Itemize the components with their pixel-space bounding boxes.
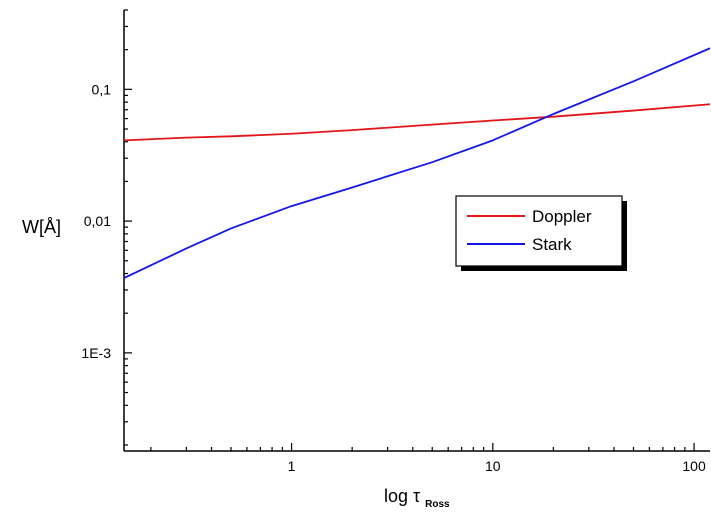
- y-axis-title: W[Å]: [22, 217, 61, 237]
- series-line-doppler: [123, 103, 711, 142]
- legend: Doppler Stark: [455, 195, 627, 271]
- y-tick-label: 1E-3: [81, 345, 111, 361]
- y-ticks: 0,1 0,01 1E-3: [81, 9, 132, 446]
- legend-box: [455, 195, 623, 267]
- x-tick-label: 10: [485, 458, 501, 474]
- series-line-stark: [123, 47, 711, 279]
- x-tick-label: 100: [682, 458, 706, 474]
- axis-titles: W[Å] log τ Ross: [22, 217, 450, 510]
- x-axis-title-prefix: log τ: [384, 486, 420, 506]
- series-layer: [123, 47, 711, 279]
- y-tick-label: 0,01: [84, 213, 111, 229]
- x-ticks: 1 10 100: [150, 443, 706, 474]
- axes: 0,1 0,01 1E-3 1 10 100: [81, 9, 710, 474]
- x-tick-label: 1: [288, 458, 296, 474]
- legend-label-doppler: Doppler: [532, 207, 592, 226]
- y-tick-label: 0,1: [92, 81, 112, 97]
- legend-label-stark: Stark: [532, 235, 572, 254]
- x-axis-title: log τ Ross: [384, 486, 450, 510]
- x-axis-title-subscript: Ross: [425, 499, 450, 510]
